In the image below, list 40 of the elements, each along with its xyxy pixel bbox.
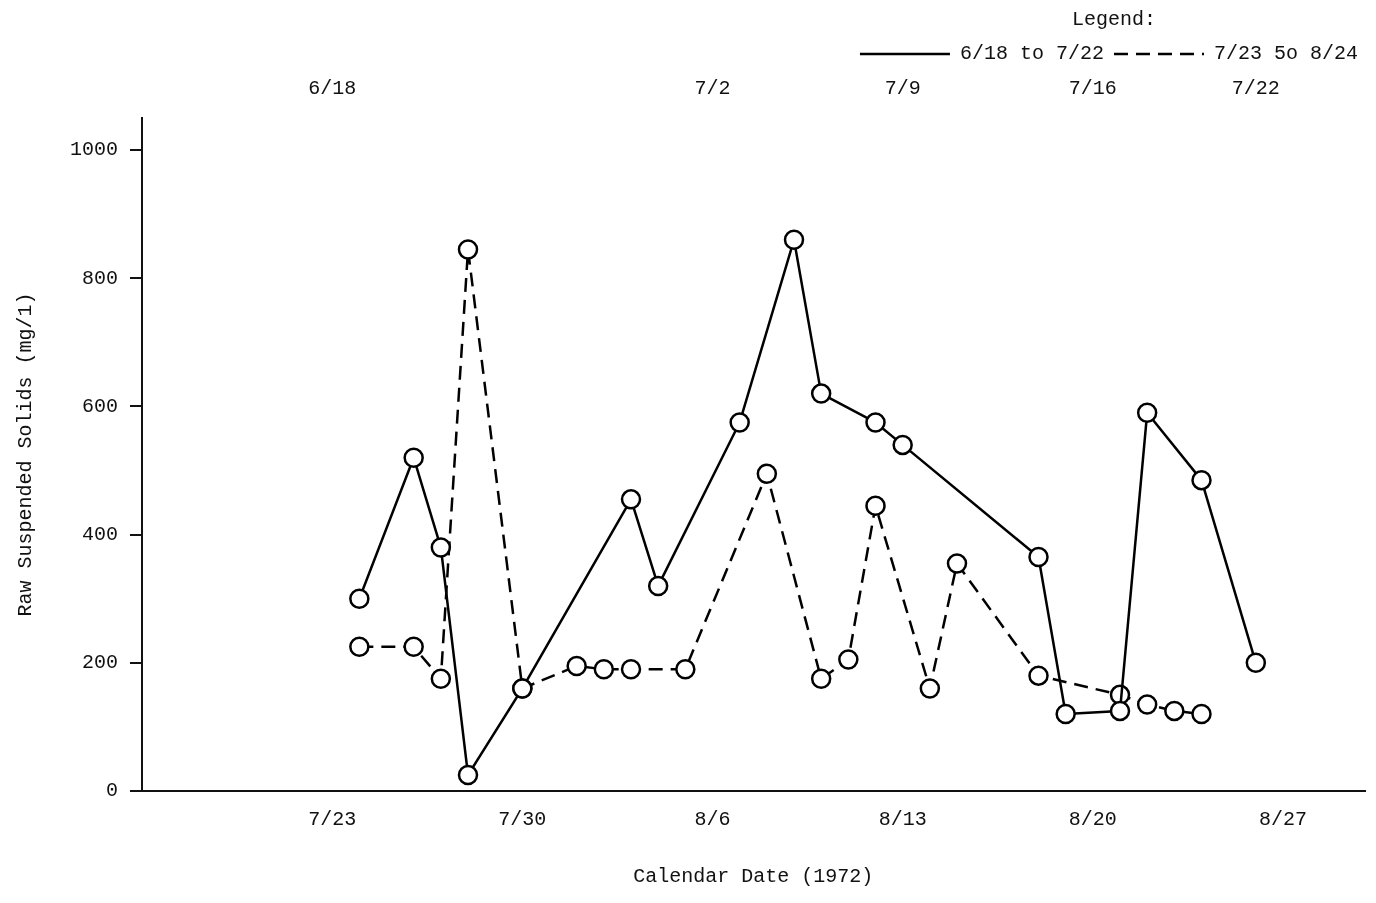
point [1191,703,1212,725]
x2-tick-label: 7/2 [694,77,731,101]
point [349,636,370,658]
y-tick-label: 400 [81,522,119,546]
x-tick-label: 7/23 [308,808,357,832]
y-tick-label: 600 [81,394,119,418]
legend-label: 7/23 5o 8/24 [1213,42,1359,66]
point [756,463,778,484]
point [403,636,424,658]
y-tick-label: 1000 [69,138,119,162]
point [675,658,696,680]
x-tick-label: 8/20 [1068,808,1117,832]
x-tick-label: 8/6 [694,808,731,832]
x-axis-title: Calendar Date (1972) [633,865,874,889]
point [620,658,642,680]
point [919,678,941,699]
point [593,658,615,680]
point [566,655,587,677]
x-tick-label: 7/30 [498,808,547,832]
y-tick-label: 200 [81,651,119,675]
x-tick-label: 8/27 [1258,808,1308,832]
y-axis-title: Raw Suspended Solids (mg/1) [14,292,38,617]
point [865,495,886,517]
point [1028,665,1049,686]
legend-title: Legend: [1071,8,1156,32]
point [946,553,968,574]
point [810,668,832,690]
y-tick-label: 0 [105,779,119,803]
point [838,649,859,670]
x-tick-label: 8/13 [878,808,927,832]
point [430,668,452,690]
point [1136,694,1158,715]
x2-tick-label: 7/22 [1231,77,1280,101]
y-tick-label: 800 [81,266,119,290]
x2-tick-label: 7/9 [884,77,921,101]
legend-label: 6/18 to 7/22 [959,42,1104,66]
x2-tick-label: 6/18 [308,77,357,101]
x2-tick-label: 7/16 [1068,77,1117,101]
point [457,239,479,260]
point [1164,700,1185,722]
